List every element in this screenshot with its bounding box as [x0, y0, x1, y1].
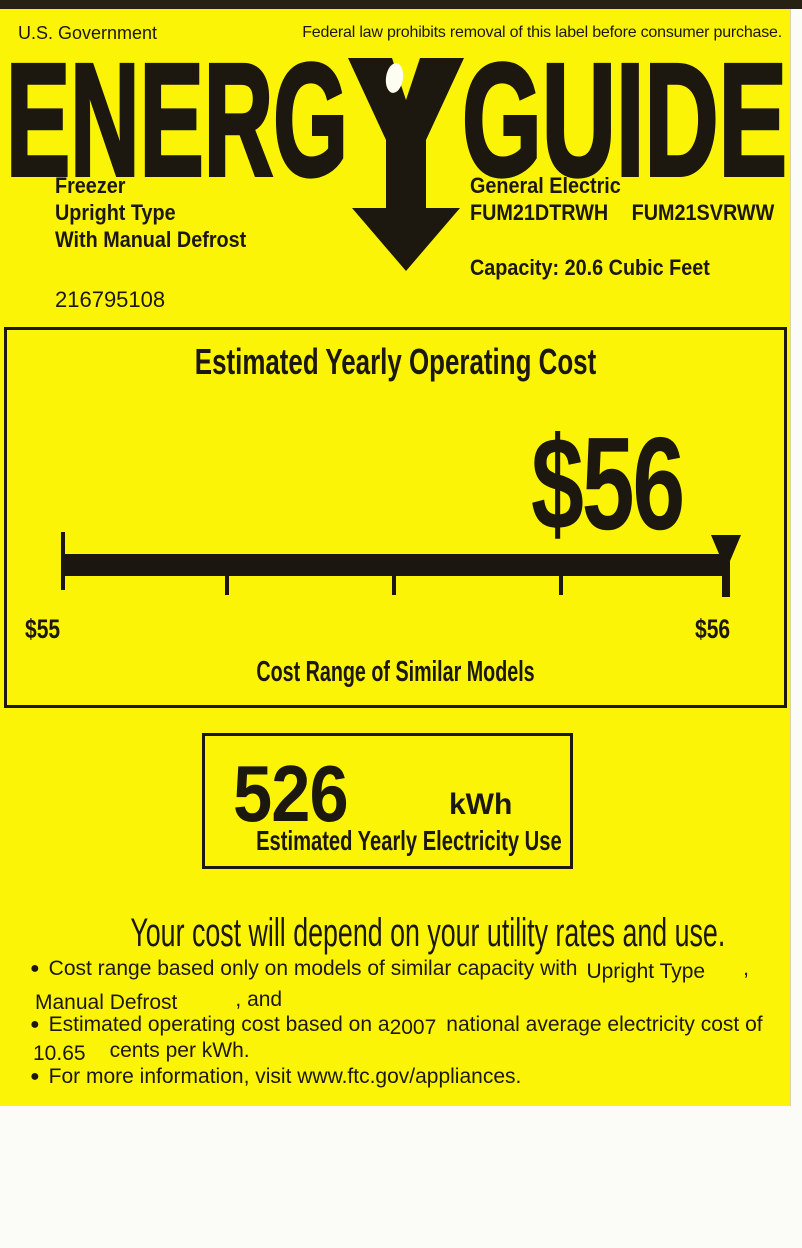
torn-edge-strip — [0, 0, 802, 9]
us-government-label: U.S. Government — [18, 23, 158, 43]
scale-tick — [392, 575, 396, 595]
bullet2-text: Estimated operating cost based on a — [48, 1013, 390, 1036]
product-description: Freezer Upright Type With Manual Defrost — [55, 172, 246, 253]
electricity-use-value: 526 — [233, 749, 349, 838]
scale-min-label: $55 — [25, 614, 61, 644]
energyguide-logo: ENERG GUIDE — [4, 58, 789, 271]
bullet1-text: Cost range based only on models of simil… — [48, 957, 578, 980]
energy-wordmark: ENERG — [6, 58, 348, 209]
bullet1-filled-defrost: Manual Defrost — [35, 991, 178, 1014]
bullet3-text: For more information, visit www.ftc.gov/… — [48, 1065, 522, 1088]
bullet-cost-range-line1: ● Cost range based only on models of simi… — [30, 957, 749, 983]
y-arrow-icon — [348, 58, 464, 271]
cost-marker-icon — [711, 535, 741, 597]
bullet-icon: ● — [30, 1016, 40, 1033]
model-number-2: FUM21SVRWW — [631, 200, 775, 225]
label-serial-number: 216795108 — [55, 287, 166, 312]
scale-tick — [559, 575, 563, 595]
energyguide-label: U.S. Government Federal law prohibits re… — [0, 9, 791, 1106]
scale-max-label: $56 — [695, 614, 731, 644]
operating-cost-value: $56 — [531, 410, 685, 557]
model-number-1: FUM21DTRWH — [470, 200, 609, 225]
product-defrost: With Manual Defrost — [55, 227, 247, 252]
cost-scale-bar — [63, 554, 727, 576]
bullet-estimate-line1: ● Estimated operating cost based on a2007… — [30, 1013, 763, 1039]
guide-wordmark: GUIDE — [462, 58, 787, 209]
bullet1-filled-subtype: Upright Type — [586, 960, 706, 983]
bullet1-and: , and — [235, 988, 283, 1011]
capacity-label: Capacity: 20.6 Cubic Feet — [470, 255, 710, 280]
product-type: Freezer — [55, 173, 126, 198]
federal-notice: Federal law prohibits removal of this la… — [302, 24, 782, 41]
manufacturer-block: General Electric FUM21DTRWH FUM21SVRWW — [470, 172, 774, 226]
footer-headline: Your cost will depend on your utility ra… — [130, 911, 726, 955]
bullet-more-info: ● For more information, visit www.ftc.gov… — [30, 1065, 521, 1089]
scale-tick — [225, 575, 229, 595]
bullet2-text-mid: national average electricity cost of — [446, 1013, 763, 1036]
manufacturer-name: General Electric — [470, 173, 621, 198]
electricity-use-unit: kWh — [449, 788, 513, 821]
bullet2-filled-rate: 10.65 — [33, 1042, 86, 1065]
electricity-use-box: 526 kWh Estimated Yearly Electricity Use — [202, 733, 573, 869]
scale-caption: Cost Range of Similar Models — [256, 656, 535, 688]
operating-cost-box: Estimated Yearly Operating Cost $56 $55 … — [4, 327, 787, 708]
electricity-use-caption: Estimated Yearly Electricity Use — [256, 825, 562, 856]
operating-cost-title: Estimated Yearly Operating Cost — [194, 341, 597, 382]
model-numbers: FUM21DTRWH FUM21SVRWW — [470, 199, 774, 226]
bullet-estimate-line2: 10.65 cents per kWh. — [33, 1039, 250, 1065]
bullet2-filled-year: 2007 — [389, 1016, 437, 1039]
bullet2-text-end: cents per kWh. — [109, 1039, 250, 1062]
bullet-cost-range-line2: Manual Defrost , and — [35, 988, 283, 1014]
bullet-icon: ● — [30, 960, 40, 977]
bullet1-comma: , — [743, 957, 749, 980]
bullet-icon: ● — [30, 1068, 40, 1085]
product-subtype: Upright Type — [55, 200, 176, 225]
